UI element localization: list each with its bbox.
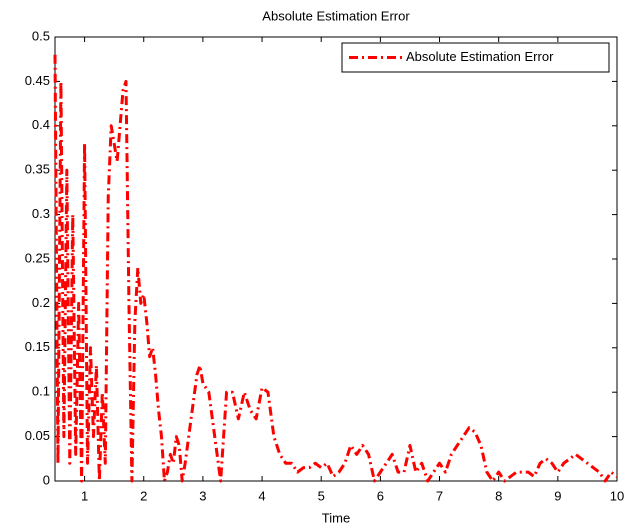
chart-title: Absolute Estimation Error bbox=[262, 8, 410, 23]
x-tick-label: 6 bbox=[377, 488, 384, 503]
data-line bbox=[53, 54, 618, 483]
y-tick-label: 0.5 bbox=[32, 28, 50, 43]
y-tick-label: 0.35 bbox=[25, 162, 50, 177]
y-tick-label: 0.1 bbox=[32, 384, 50, 399]
y-tick-label: 0.3 bbox=[32, 206, 50, 221]
x-tick-label: 2 bbox=[140, 488, 147, 503]
x-tick-label: 3 bbox=[199, 488, 206, 503]
x-axis-label: Time bbox=[322, 510, 350, 525]
y-tick-label: 0.45 bbox=[25, 73, 50, 88]
x-tick-label: 10 bbox=[610, 488, 624, 503]
y-tick-label: 0.2 bbox=[32, 295, 50, 310]
y-tick-label: 0 bbox=[43, 472, 50, 487]
x-tick-label: 5 bbox=[318, 488, 325, 503]
x-tick-label: 8 bbox=[495, 488, 502, 503]
x-tick-label: 1 bbox=[81, 488, 88, 503]
plot-area bbox=[54, 36, 618, 482]
legend-label: Absolute Estimation Error bbox=[406, 49, 554, 64]
y-tick-label: 0.05 bbox=[25, 428, 50, 443]
legend-box bbox=[341, 42, 610, 73]
y-tick-label: 0.4 bbox=[32, 117, 50, 132]
y-tick-label: 0.25 bbox=[25, 250, 50, 265]
x-tick-label: 4 bbox=[258, 488, 265, 503]
x-tick-label: 7 bbox=[436, 488, 443, 503]
y-tick-label: 0.15 bbox=[25, 339, 50, 354]
x-tick-label: 9 bbox=[554, 488, 561, 503]
